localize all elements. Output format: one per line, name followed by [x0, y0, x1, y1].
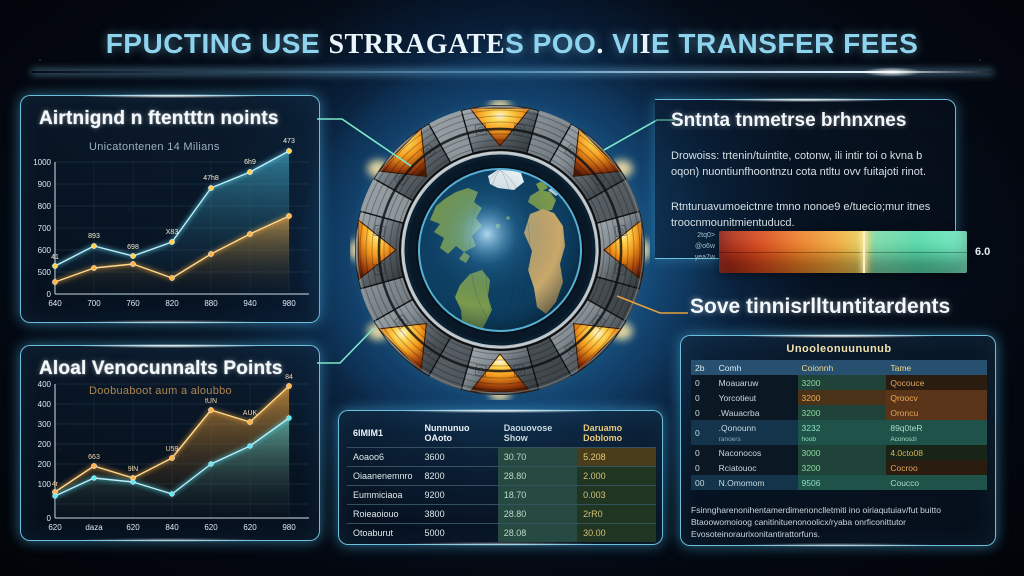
svg-text:473: 473	[283, 138, 295, 145]
svg-text:0: 0	[47, 290, 52, 299]
svg-text:U59: U59	[166, 446, 179, 453]
svg-text:880: 880	[204, 299, 218, 308]
svg-text:6h9: 6h9	[244, 159, 256, 166]
svg-text:700: 700	[38, 224, 52, 233]
svg-text:698: 698	[127, 244, 139, 251]
svg-text:700: 700	[87, 299, 101, 308]
svg-text:980: 980	[282, 523, 296, 532]
svg-text:9lN: 9lN	[128, 466, 139, 473]
svg-text:600: 600	[38, 246, 52, 255]
svg-text:4r: 4r	[52, 481, 59, 488]
svg-text:840: 840	[165, 523, 179, 532]
svg-text:820: 820	[165, 299, 179, 308]
svg-text:tUN: tUN	[205, 398, 217, 405]
svg-text:300: 300	[38, 420, 52, 429]
svg-text:400: 400	[38, 380, 52, 389]
svg-text:620: 620	[48, 523, 62, 532]
svg-text:X83: X83	[166, 229, 179, 236]
svg-text:400: 400	[38, 400, 52, 409]
svg-text:620: 620	[126, 523, 140, 532]
svg-text:800: 800	[38, 202, 52, 211]
svg-text:620: 620	[204, 523, 218, 532]
svg-text:84: 84	[285, 374, 293, 381]
svg-text:AUK: AUK	[243, 410, 258, 417]
svg-text:200: 200	[38, 440, 52, 449]
svg-text:200: 200	[38, 460, 52, 469]
svg-text:893: 893	[88, 233, 100, 240]
svg-text:1000: 1000	[33, 158, 51, 167]
svg-text:760: 760	[126, 299, 140, 308]
svg-text:980: 980	[282, 299, 296, 308]
svg-text:0: 0	[47, 514, 52, 523]
svg-text:500: 500	[38, 268, 52, 277]
svg-text:640: 640	[48, 299, 62, 308]
svg-text:663: 663	[88, 454, 100, 461]
svg-text:620: 620	[243, 523, 257, 532]
svg-text:940: 940	[243, 299, 257, 308]
svg-text:100: 100	[38, 480, 52, 489]
svg-text:47h8: 47h8	[203, 175, 219, 182]
svg-text:41: 41	[51, 254, 59, 261]
svg-text:900: 900	[38, 180, 52, 189]
svg-text:daza: daza	[85, 523, 103, 532]
